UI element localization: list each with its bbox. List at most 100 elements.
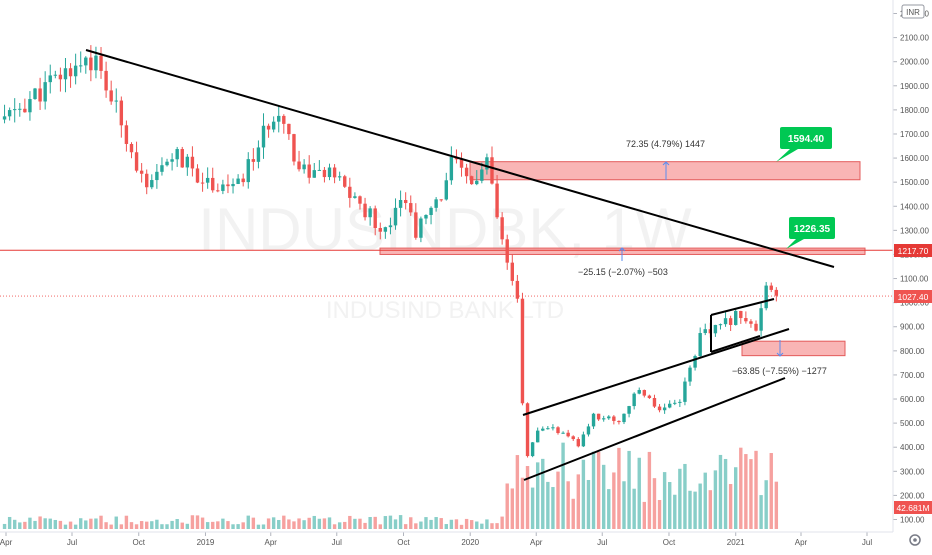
candle-body	[535, 430, 540, 443]
candle-body	[104, 70, 108, 91]
candle-body	[231, 183, 235, 187]
volume-bar	[414, 523, 418, 529]
candle-body	[409, 203, 413, 213]
volume-bar	[353, 518, 357, 529]
volume-bar	[627, 450, 631, 529]
volume-bar	[337, 522, 342, 529]
volume-bar	[403, 524, 408, 529]
candle-body	[160, 165, 164, 172]
candle-body	[571, 436, 575, 440]
volume-bar	[601, 464, 606, 529]
volume-bar	[429, 519, 433, 529]
volume-bar	[678, 468, 682, 529]
volume-bar	[89, 518, 93, 529]
volume-bar	[43, 518, 47, 529]
volume-bar	[200, 517, 205, 529]
candle-body	[749, 321, 753, 324]
candle-body	[556, 427, 560, 434]
candle-body	[500, 217, 504, 240]
target-label-mid: 1226.35	[794, 224, 831, 235]
candle-body	[200, 182, 205, 184]
volume-bar	[327, 517, 332, 529]
y-tick-label: 1000.00	[900, 299, 929, 308]
candle-body	[307, 164, 311, 178]
volume-bar	[480, 523, 484, 529]
candle-body	[414, 212, 418, 238]
target-callout-mid[interactable]: 1226.35	[786, 217, 835, 249]
candle-body	[89, 57, 93, 71]
volume-bar	[271, 517, 276, 529]
candle-body	[353, 196, 357, 198]
x-tick-label: Apr	[0, 538, 13, 547]
volume-bar	[561, 442, 565, 529]
volume-bar	[515, 455, 520, 529]
volume-bar	[256, 524, 261, 529]
candle-body	[63, 68, 68, 80]
candle-body	[241, 178, 245, 183]
y-tick-label: 500.00	[900, 419, 925, 428]
time-axis[interactable]: Apr Jul Oct 2019 Apr Jul Oct 2020 Apr Jul Oct 2021 A…	[0, 532, 872, 547]
volume-bar	[79, 518, 83, 529]
resistance-zone	[469, 161, 861, 181]
measure-label-upper: 72.35 (4.79%) 1447	[626, 139, 705, 149]
volume-bar	[490, 523, 494, 529]
candle-body	[723, 318, 728, 325]
candle-body	[373, 208, 377, 229]
level-price-tag: 1217.70	[894, 244, 932, 257]
volume-bar	[495, 523, 499, 529]
y-tick-label: 2000.00	[900, 58, 929, 67]
volume-bar	[739, 447, 743, 529]
x-tick-label: 2020	[461, 538, 479, 547]
candle-body	[282, 115, 286, 124]
candle-body	[464, 167, 469, 177]
volume-bar	[221, 518, 225, 529]
candle-body	[139, 170, 144, 174]
candle-body	[327, 167, 332, 178]
candle-body	[43, 82, 47, 102]
candle-body	[378, 228, 382, 232]
measure-arrow	[618, 247, 626, 252]
measure-label-lower: −63.85 (−7.55%) −1277	[732, 366, 827, 376]
volume-bar	[317, 518, 322, 529]
candle-body	[246, 159, 250, 183]
last-price-tag: 1027.40	[894, 290, 932, 303]
candle-body	[530, 442, 535, 457]
candle-body	[13, 109, 17, 111]
volume-bar	[216, 521, 220, 529]
price-axis[interactable]: 100.00 200.00 300.00 400.00 500.00 600.00 700.…	[893, 10, 929, 525]
volume-bar	[388, 515, 393, 529]
volume-bar	[277, 519, 281, 529]
x-tick-label: Jul	[67, 538, 77, 547]
candle-body	[546, 428, 550, 430]
volume-bar	[607, 489, 611, 529]
currency-badge[interactable]: INR	[901, 4, 925, 19]
target-callout-upper[interactable]: 1594.40	[776, 127, 832, 162]
y-tick-label: 100.00	[900, 516, 925, 525]
candle-body	[662, 407, 667, 411]
volume-bar	[393, 519, 398, 529]
candle-body	[718, 324, 723, 326]
gear-icon[interactable]	[909, 534, 921, 546]
candle-body	[216, 190, 220, 192]
y-tick-label: 900.00	[900, 323, 925, 332]
volume-bar	[124, 515, 129, 529]
candle-body	[114, 100, 118, 102]
y-tick-label: 1900.00	[900, 82, 929, 91]
candle-body	[728, 318, 733, 325]
candle-body	[429, 207, 433, 215]
y-tick-label: 700.00	[900, 371, 925, 380]
candle-body	[576, 439, 581, 447]
volume-bar	[662, 472, 667, 529]
volume-bar	[246, 515, 250, 529]
volume-bar	[13, 519, 17, 529]
candle-body	[155, 171, 159, 181]
volume-bar	[688, 490, 692, 529]
trendline	[710, 298, 775, 316]
volume-bar	[322, 518, 327, 529]
volume-bar	[7, 516, 12, 529]
volume-bar	[292, 521, 296, 529]
candle-body	[226, 184, 230, 187]
trendlines-layer	[85, 49, 835, 481]
